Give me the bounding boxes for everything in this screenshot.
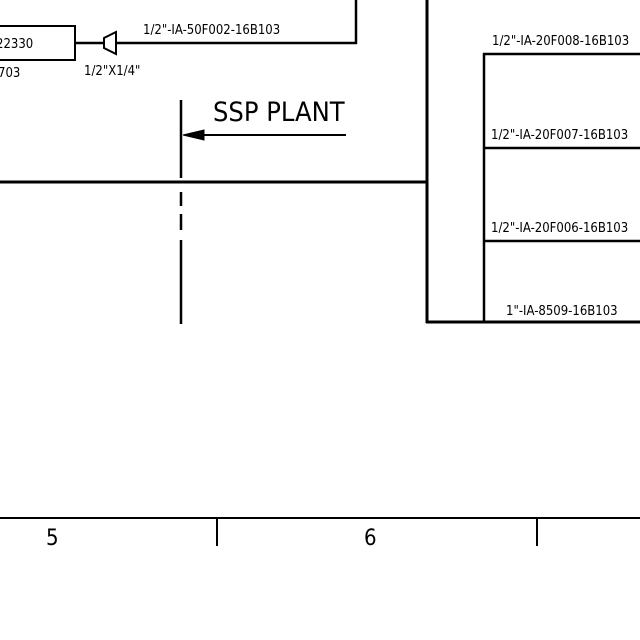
top-line-label: 1/2"-IA-50F002-16B103 xyxy=(143,23,280,38)
plant-label: SSP PLANT xyxy=(213,97,345,128)
branch-label-4: 1"-IA-8509-16B103 xyxy=(506,304,618,319)
tag-sub-text: 703 xyxy=(0,66,20,81)
grid-column-6: 6 xyxy=(364,526,377,551)
instrument-tag-box[interactable]: 22330 xyxy=(0,25,76,61)
branch-label-2: 1/2"-IA-20F007-16B103 xyxy=(491,128,628,143)
reducer-label: 1/2"X1/4" xyxy=(84,64,140,79)
branch-label-3: 1/2"-IA-20F006-16B103 xyxy=(491,221,628,236)
grid-column-5: 5 xyxy=(46,526,59,551)
arrow-left-icon xyxy=(182,129,346,141)
reducer-symbol[interactable] xyxy=(103,30,117,56)
branch-label-1: 1/2"-IA-20F008-16B103 xyxy=(492,34,629,49)
tag-box-text: 22330 xyxy=(0,37,33,52)
